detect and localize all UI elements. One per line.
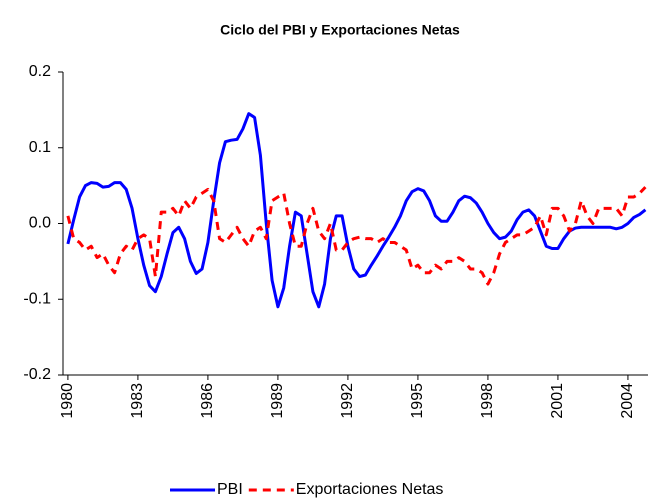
x-tick-label: 1986 bbox=[199, 383, 216, 419]
x-tick-label: 1992 bbox=[339, 383, 356, 419]
legend-label: PBI bbox=[217, 481, 243, 498]
chart-title: Ciclo del PBI y Exportaciones Netas bbox=[220, 22, 460, 38]
y-tick-label: 0.1 bbox=[29, 139, 51, 156]
y-tick-label: 0.0 bbox=[29, 215, 51, 232]
x-tick-label: 2004 bbox=[619, 383, 636, 419]
x-tick-label: 1995 bbox=[409, 383, 426, 419]
x-tick-label: 1989 bbox=[269, 383, 286, 419]
series-line bbox=[66, 112, 647, 309]
y-tick-label: 0.2 bbox=[29, 63, 51, 80]
x-tick-label: 2001 bbox=[549, 383, 566, 419]
x-tick-label: 1980 bbox=[59, 383, 76, 419]
x-tick-label: 1998 bbox=[479, 383, 496, 419]
y-tick-label: -0.1 bbox=[23, 290, 51, 307]
series-line bbox=[66, 186, 647, 286]
x-tick-label: 1983 bbox=[129, 383, 146, 419]
legend-label: Exportaciones Netas bbox=[296, 481, 444, 498]
y-tick-label: -0.2 bbox=[23, 366, 51, 383]
